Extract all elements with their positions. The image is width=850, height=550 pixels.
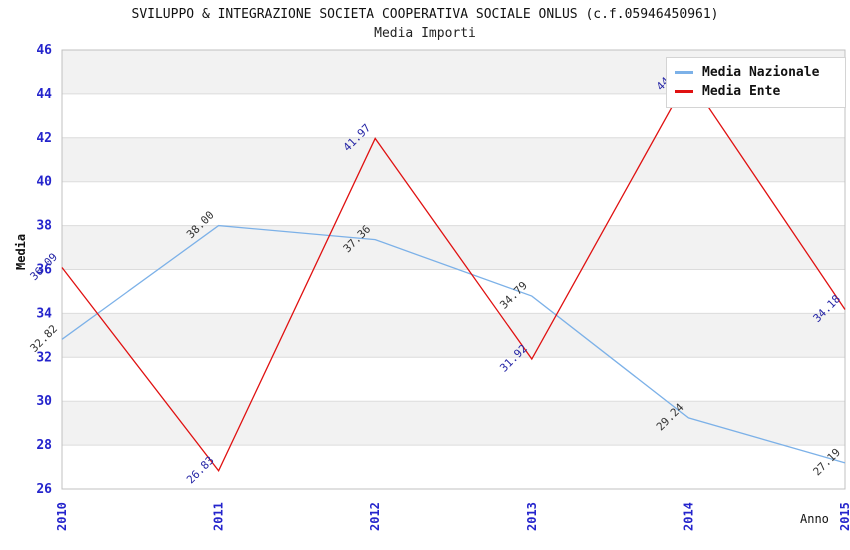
legend-item: Media Nazionale [675, 63, 837, 82]
y-tick-label: 28 [36, 438, 52, 453]
x-tick-label: 2013 [525, 502, 539, 531]
y-tick-label: 40 [36, 175, 52, 190]
chart-title: SVILUPPO & INTEGRAZIONE SOCIETA COOPERAT… [131, 7, 719, 22]
chart-subtitle: Media Importi [374, 26, 476, 41]
x-tick-label: 2011 [212, 502, 226, 531]
plot-border [61, 49, 846, 490]
data-label: 36.09 [28, 250, 61, 283]
legend-swatch-icon [675, 90, 693, 93]
plot-band [62, 181, 845, 226]
y-tick-label: 30 [36, 394, 52, 409]
plot-band [62, 445, 845, 489]
y-axis-title: Media [14, 233, 28, 270]
y-tick-label: 38 [36, 219, 52, 234]
plot-band [62, 225, 845, 270]
legend-swatch-icon [675, 71, 693, 74]
y-tick-label: 26 [36, 482, 52, 497]
x-axis-title: Anno [800, 512, 829, 526]
plot-band [62, 269, 845, 314]
x-tick-label: 2014 [681, 502, 695, 531]
plot-band [62, 401, 845, 446]
x-tick-label: 2010 [55, 502, 69, 531]
plot-band [62, 137, 845, 182]
y-tick-label: 32 [36, 350, 52, 365]
series-line-media-ente [61, 76, 846, 473]
y-tick-label: 44 [36, 87, 52, 102]
legend-item-label: Media Nazionale [702, 65, 820, 80]
y-tick-label: 46 [36, 43, 52, 58]
y-tick-label: 42 [36, 131, 52, 146]
series-line-media-nazionale [61, 224, 846, 464]
y-tick-label: 34 [36, 306, 52, 321]
x-tick-label: 2015 [838, 502, 850, 531]
chart-legend: Media Nazionale Media Ente [666, 57, 846, 108]
legend-item: Media Ente [675, 82, 837, 101]
x-tick-label: 2012 [368, 502, 382, 531]
plot-band [62, 313, 845, 358]
legend-item-label: Media Ente [702, 84, 781, 99]
plot-band [62, 357, 845, 402]
y-tick-label: 36 [36, 263, 52, 278]
